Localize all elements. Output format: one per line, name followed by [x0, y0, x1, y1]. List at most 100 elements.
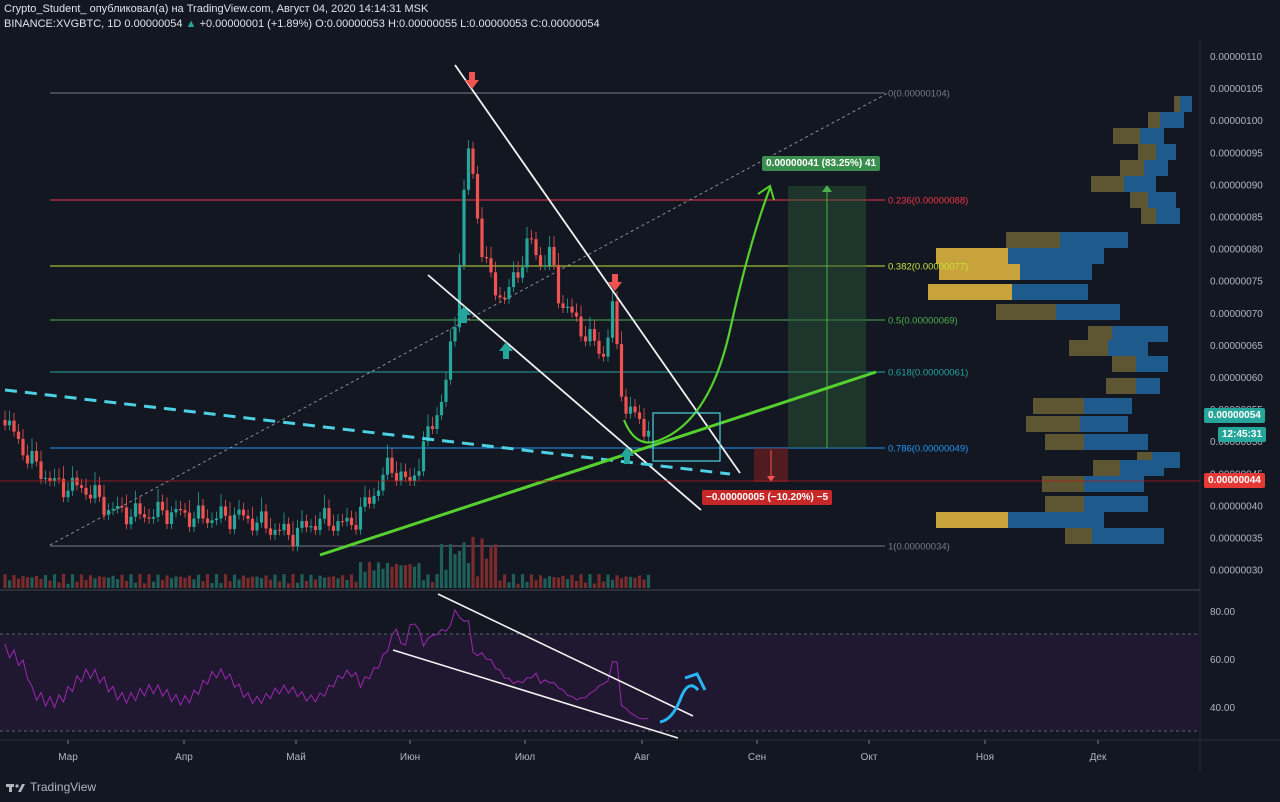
candle-body: [259, 511, 264, 523]
profile-bar: [1180, 96, 1192, 112]
candle-body: [475, 173, 480, 219]
time-tick: Апр: [175, 752, 193, 763]
candle-body: [295, 527, 300, 547]
volume-bar: [439, 544, 444, 588]
candle-body: [372, 495, 376, 504]
volume-bar: [408, 564, 412, 588]
candle-body: [538, 255, 543, 266]
ohlc-values: O:0.00000053 H:0.00000055 L:0.00000053 C…: [315, 18, 600, 30]
volume-bar: [219, 583, 223, 588]
brand-footer[interactable]: TradingView: [6, 780, 96, 794]
entry-box[interactable]: [652, 412, 721, 462]
candle-body: [358, 506, 363, 530]
volume-bar: [417, 563, 421, 588]
volume-bar: [511, 574, 516, 588]
candle-body: [412, 475, 417, 481]
candle-body: [349, 517, 354, 526]
volume-bar: [142, 583, 147, 588]
volume-bar: [628, 576, 633, 588]
channel-lower-line[interactable]: [427, 274, 702, 511]
candle-body: [142, 514, 147, 518]
profile-bar: [1042, 476, 1084, 492]
candle-body: [151, 517, 156, 519]
volume-bar: [237, 579, 241, 588]
candle-body: [39, 461, 43, 479]
candle-body: [381, 474, 385, 491]
candle-body: [385, 457, 390, 475]
symbol[interactable]: BINANCE:XVGBTC, 1D: [4, 18, 122, 30]
price-axis[interactable]: 0.00000110 0.00000105 0.00000100 0.00000095…: [1210, 52, 1263, 577]
candle-body: [421, 441, 426, 472]
rsi-channel-upper[interactable]: [437, 593, 694, 717]
candle-body: [97, 485, 102, 497]
candle-body: [610, 301, 615, 338]
candle-body: [286, 523, 291, 536]
candle-body: [214, 518, 219, 521]
volume-bar: [493, 544, 498, 588]
profile-bar: [1091, 176, 1124, 192]
profile-bar: [1080, 416, 1128, 432]
profile-bar: [1141, 208, 1156, 224]
time-axis[interactable]: Мар Апр Май Июн Июл Авг Сен Окт Ноя Дек: [58, 740, 1107, 763]
profile-bar: [1106, 378, 1136, 394]
volume-bar: [412, 566, 417, 588]
volume-bar: [579, 574, 583, 588]
price-tick: 0.00000070: [1210, 309, 1263, 320]
candle-body: [138, 503, 142, 515]
volume-bar: [426, 574, 430, 588]
candle-body: [165, 510, 169, 525]
candle-body: [336, 521, 340, 531]
profile-bar: [1148, 112, 1160, 128]
volume-bar: [480, 538, 484, 588]
candle-body: [394, 472, 399, 481]
candle-body: [115, 505, 120, 509]
profile-bar: [1112, 356, 1136, 372]
candle-body: [12, 420, 16, 432]
candle-body: [637, 412, 642, 420]
candle-body: [111, 508, 115, 511]
candle-body: [133, 503, 138, 517]
volume-bar: [30, 577, 34, 588]
volume-bar: [619, 578, 624, 588]
volume-bar: [273, 574, 277, 588]
candle-body: [547, 246, 552, 266]
fib-retracement[interactable]: 0(0.00000104) 0.236(0.00000088) 0.382(0.00…: [50, 89, 968, 553]
volume-bar: [201, 581, 205, 588]
candle-body: [327, 508, 331, 526]
volume-bar: [385, 562, 390, 588]
volume-bar: [106, 577, 111, 588]
support-dashed-line[interactable]: [4, 388, 731, 476]
volume-bar: [561, 575, 565, 588]
profile-bar: [1045, 496, 1084, 512]
candle-body: [403, 471, 408, 478]
profile-bar: [1144, 160, 1168, 176]
profile-bar: [1084, 476, 1144, 492]
volume-bar: [165, 575, 169, 588]
volume-bar: [147, 574, 151, 588]
profile-bar: [936, 512, 1008, 528]
time-tick: Дек: [1090, 752, 1107, 763]
candle-body: [444, 379, 448, 402]
profile-bar: [1084, 398, 1132, 414]
volume-bar: [232, 574, 237, 588]
candle-body: [597, 340, 601, 354]
volume-bar: [39, 578, 43, 588]
candle-body: [79, 485, 84, 488]
trend-line[interactable]: [319, 370, 877, 557]
candle-body: [264, 511, 268, 529]
volume-bar: [367, 562, 372, 588]
volume-bar: [124, 580, 129, 588]
candle-body: [601, 353, 606, 357]
candle-body: [34, 450, 39, 462]
buy-arrow-icon: [499, 342, 513, 359]
rsi-axis: 80.00 60.00 40.00: [1210, 607, 1235, 714]
profile-bar: [1136, 378, 1160, 394]
volume-bar: [52, 574, 57, 588]
volume-bar: [61, 574, 66, 588]
fib-level-label: 0(0.00000104): [888, 89, 950, 100]
channel-upper-line[interactable]: [454, 64, 741, 474]
buy-arrow-icon: [457, 306, 471, 323]
volume-bar: [354, 581, 358, 588]
rsi-channel-lower[interactable]: [392, 649, 679, 739]
